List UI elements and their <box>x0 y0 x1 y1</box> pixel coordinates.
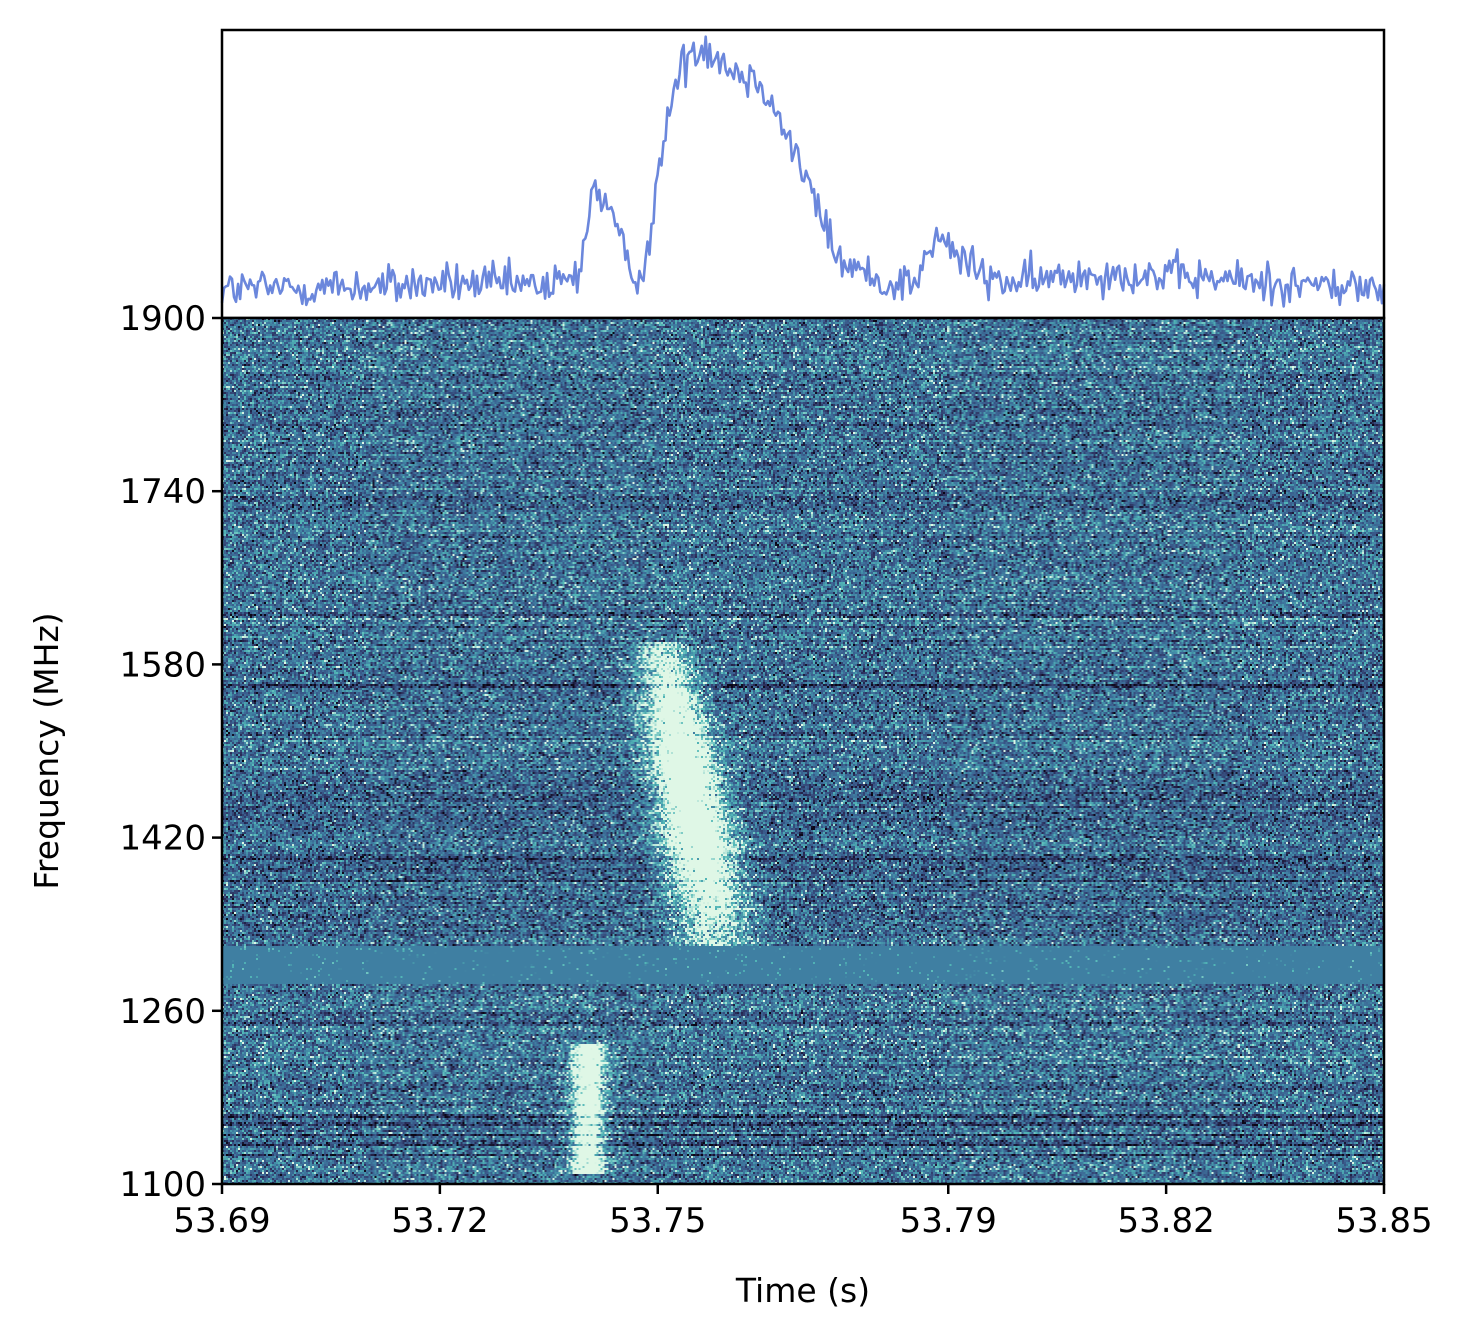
y-axis-ticks: 1100 1260 1420 1580 1740 1900 <box>119 299 222 1205</box>
y-tick-label: 1420 <box>119 819 206 859</box>
y-tick-label: 1900 <box>119 299 206 339</box>
dynamic-spectrum-heatmap <box>222 318 1384 1184</box>
time-series-line <box>220 35 1386 308</box>
x-tick-label: 53.82 <box>1117 1201 1214 1241</box>
y-axis-label: Frequency (MHz) <box>27 612 66 889</box>
time-series-panel <box>220 28 1386 320</box>
dynamic-spectrum-image-holder <box>222 318 1384 1184</box>
x-axis-ticks: 53.69 53.72 53.75 53.79 53.82 53.85 <box>173 1184 1433 1241</box>
dynamic-spectrum-panel: 53.69 53.72 53.75 53.79 53.82 53.85 110012601… <box>27 299 1433 1310</box>
y-tick-label: 1260 <box>119 992 206 1032</box>
time-series-background <box>222 30 1384 318</box>
x-tick-label: 53.79 <box>900 1201 997 1241</box>
x-tick-label: 53.75 <box>609 1201 706 1241</box>
y-tick-label: 1740 <box>119 472 206 512</box>
dynamic-spectrum-frame <box>220 316 1386 1186</box>
x-axis-label: Time (s) <box>735 1271 870 1310</box>
y-tick-label: 1100 <box>119 1165 206 1205</box>
y-tick-label: 1580 <box>119 645 206 685</box>
x-tick-label: 53.85 <box>1335 1201 1432 1241</box>
x-tick-label: 53.72 <box>391 1201 488 1241</box>
x-tick-label: 53.69 <box>173 1201 270 1241</box>
